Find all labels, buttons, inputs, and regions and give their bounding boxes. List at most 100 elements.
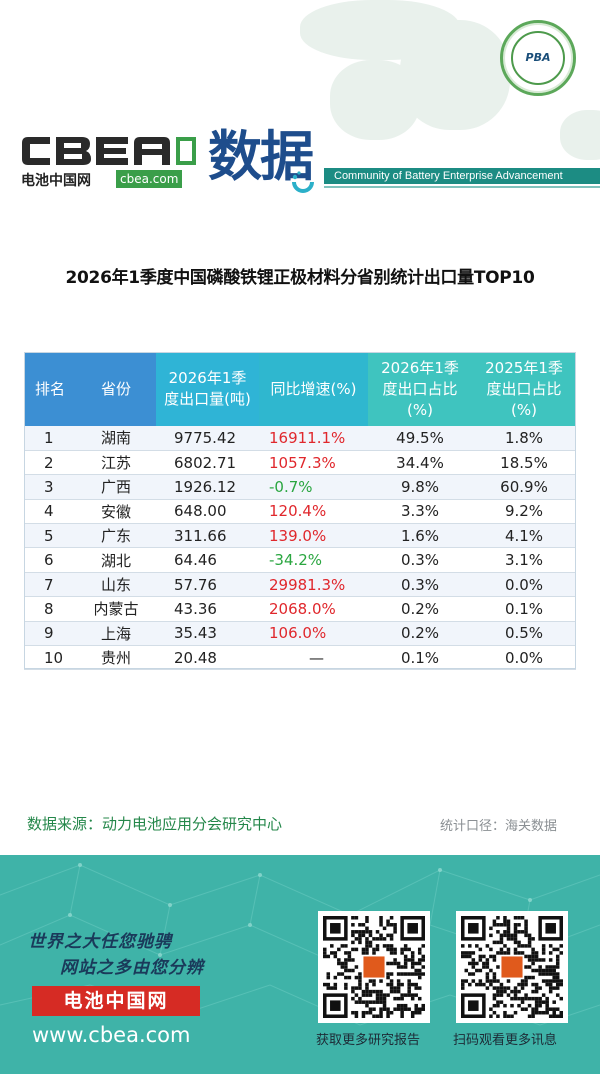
yoy-cell: 106.0% (259, 621, 368, 647)
table-header-row: 排名 省份 2026年1季 度出口量(吨) 同比增速(%) 2026年1季 度出口占… (24, 352, 576, 426)
rank-cell: 3 (24, 474, 76, 500)
yoy-cell: 2068.0% (259, 596, 368, 622)
logo-cn-text: 电池中国网 (21, 173, 91, 189)
page-title: 2026年1季度中国磷酸铁锂正极材料分省别统计出口量TOP10 (65, 268, 535, 288)
table-row: 2 江苏 6802.71 1057.3% 34.4% 18.5% (24, 450, 576, 476)
banner-underline (324, 186, 600, 188)
community-banner: Community of Battery Enterprise Advancem… (324, 168, 600, 184)
logo-domain-badge: cbea.com (116, 170, 183, 188)
table-row: 8 内蒙古 43.36 2068.0% 0.2% 0.1% (24, 596, 576, 622)
share-2025-cell: 0.0% (472, 645, 576, 671)
table-row: 3 广西 1926.12 -0.7% 9.8% 60.9% (24, 474, 576, 500)
volume-cell: 311.66 (156, 523, 259, 549)
yoy-cell: 139.0% (259, 523, 368, 549)
volume-cell: 64.46 (156, 547, 259, 573)
rank-cell: 7 (24, 572, 76, 598)
qr-code-news[interactable] (456, 911, 568, 1023)
qr-code-icon (323, 916, 425, 1018)
share-2026-cell: 1.6% (368, 523, 472, 549)
province-cell: 湖南 (76, 426, 156, 451)
yoy-cell: -0.7% (259, 474, 368, 500)
table-row: 1 湖南 9775.42 16911.1% 49.5% 1.8% (24, 426, 576, 451)
volume-cell: 648.00 (156, 499, 259, 525)
table-body: 1 湖南 9775.42 16911.1% 49.5% 1.8% 2 江苏 6802.71 105… (24, 426, 576, 671)
province-cell: 内蒙古 (76, 596, 156, 622)
world-map-shape (330, 60, 420, 140)
share-2025-cell: 0.1% (472, 596, 576, 622)
volume-cell: 43.36 (156, 596, 259, 622)
rank-cell: 8 (24, 596, 76, 622)
share-2026-cell: 0.3% (368, 547, 472, 573)
col-header-rank: 排名 (24, 352, 76, 426)
data-source-label: 数据来源：动力电池应用分会研究中心 (27, 815, 283, 833)
province-cell: 安徽 (76, 499, 156, 525)
seal-ring (511, 31, 565, 85)
col-header-yoy: 同比增速(%) (259, 352, 368, 426)
table-row: 10 贵州 20.48—0.1% 0.0% (24, 645, 576, 671)
share-2025-cell: 9.2% (472, 499, 576, 525)
share-2026-cell: 0.2% (368, 621, 472, 647)
volume-cell: 57.76 (156, 572, 259, 598)
footer-banner: 世界之大任您驰骋 网站之多由您分辨 电池中国网 www.cbea.com 获取更… (0, 855, 600, 1074)
volume-cell: 6802.71 (156, 450, 259, 476)
province-cell: 江苏 (76, 450, 156, 476)
qr-caption-reports: 获取更多研究报告 (316, 1033, 421, 1048)
rank-cell: 6 (24, 547, 76, 573)
rank-cell: 5 (24, 523, 76, 549)
volume-cell: 9775.42 (156, 426, 259, 451)
share-2026-cell: 0.3% (368, 572, 472, 598)
qr-caption-news: 扫码观看更多讯息 (453, 1033, 558, 1048)
brand-url[interactable]: www.cbea.com (32, 1023, 191, 1047)
volume-cell: 35.43 (156, 621, 259, 647)
table-row: 4 安徽 648.00 120.4% 3.3% 9.2% (24, 499, 576, 525)
province-cell: 山东 (76, 572, 156, 598)
data-refresh-icon (292, 171, 314, 193)
share-2026-cell: 34.4% (368, 450, 472, 476)
col-header-volume: 2026年1季 度出口量(吨) (156, 352, 259, 426)
qr-code-icon (461, 916, 563, 1018)
share-2025-cell: 60.9% (472, 474, 576, 500)
export-ranking-table: 排名 省份 2026年1季 度出口量(吨) 同比增速(%) 2026年1季 度出口占… (24, 352, 576, 671)
share-2025-cell: 0.5% (472, 621, 576, 647)
volume-cell: 1926.12 (156, 474, 259, 500)
rank-cell: 2 (24, 450, 76, 476)
stat-basis-label: 统计口径：海关数据 (440, 819, 558, 834)
yoy-cell: 16911.1% (259, 426, 368, 451)
share-2026-cell: 0.2% (368, 596, 472, 622)
province-cell: 贵州 (76, 645, 156, 671)
share-2025-cell: 18.5% (472, 450, 576, 476)
volume-cell: 20.48 (156, 645, 259, 671)
col-header-share-2026: 2026年1季 度出口占比 (%) (368, 352, 472, 426)
col-header-share-2025: 2025年1季 度出口占比 (%) (472, 352, 576, 426)
yoy-cell: -34.2% (259, 547, 368, 573)
yoy-cell: 120.4% (259, 499, 368, 525)
slogan-line-2: 网站之多由您分辨 (60, 958, 204, 978)
share-2026-cell: 0.1% (368, 645, 472, 671)
table-row: 9 上海 35.43 106.0% 0.2% 0.5% (24, 621, 576, 647)
province-cell: 湖北 (76, 547, 156, 573)
rank-cell: 9 (24, 621, 76, 647)
share-2026-cell: 3.3% (368, 499, 472, 525)
world-map-shape (560, 110, 600, 160)
rank-cell: 10 (24, 645, 76, 671)
share-2026-cell: 9.8% (368, 474, 472, 500)
share-2025-cell: 3.1% (472, 547, 576, 573)
slogan-line-1: 世界之大任您驰骋 (28, 932, 172, 952)
header-background (0, 0, 600, 200)
province-cell: 广东 (76, 523, 156, 549)
table-row: 6 湖北 64.46 -34.2% 0.3% 3.1% (24, 547, 576, 573)
cbea-logo-icon (22, 137, 196, 165)
rank-cell: 1 (24, 426, 76, 451)
brand-name-badge: 电池中国网 (32, 986, 200, 1016)
qr-code-reports[interactable] (318, 911, 430, 1023)
share-2026-cell: 49.5% (368, 426, 472, 451)
province-cell: 上海 (76, 621, 156, 647)
table-row: 7 山东 57.76 29981.3% 0.3% 0.0% (24, 572, 576, 598)
share-2025-cell: 0.0% (472, 572, 576, 598)
province-cell: 广西 (76, 474, 156, 500)
table-row: 5 广东 311.66 139.0% 1.6% 4.1% (24, 523, 576, 549)
yoy-cell: — (259, 645, 368, 671)
col-header-province: 省份 (76, 352, 156, 426)
yoy-cell: 1057.3% (259, 450, 368, 476)
seal-text: PBA (525, 51, 551, 64)
